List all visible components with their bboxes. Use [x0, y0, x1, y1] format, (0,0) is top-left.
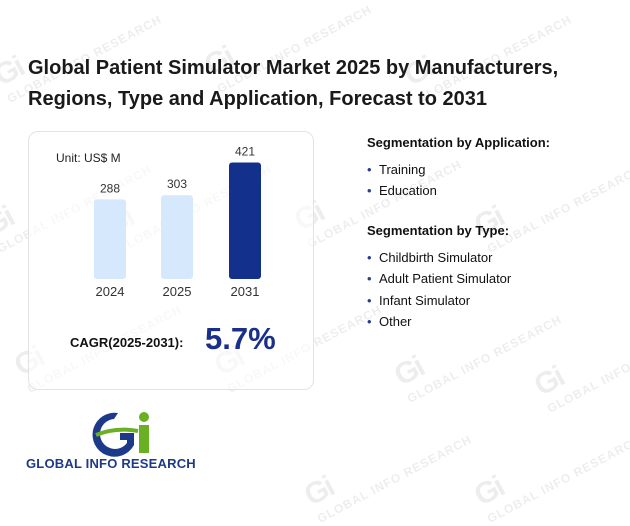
list-item: • Adult Patient Simulator	[367, 268, 511, 289]
bullet-icon: •	[367, 313, 372, 329]
list-item: • Other	[367, 311, 511, 332]
bar-chart: 288 2024 303 2025 421 2031	[94, 145, 261, 299]
x-tick-label-2031: 2031	[231, 284, 260, 299]
bullet-icon: •	[367, 292, 372, 308]
page-title: Global Patient Simulator Market 2025 by …	[28, 57, 559, 110]
bullet-icon: •	[367, 162, 372, 177]
bullet-icon: •	[367, 183, 372, 199]
chart-card: Unit: US$ M 288 2024 303 2025 421 2031 CAGR(2…	[28, 131, 314, 390]
bullet-icon: •	[367, 250, 372, 265]
x-tick-label-2025: 2025	[163, 284, 192, 299]
type-segment-list: • Childbirth Simulator • Adult Patient Sim…	[367, 247, 511, 332]
unit-label: Unit: US$ M	[56, 151, 121, 165]
list-item: • Infant Simulator	[367, 290, 511, 311]
bar-2025	[161, 195, 193, 279]
bar-2031	[229, 162, 261, 279]
type-segment-title: Segmentation by Type:	[367, 223, 510, 238]
company-logo	[92, 412, 149, 457]
application-segment-title: Segmentation by Application:	[367, 135, 550, 150]
bullet-icon: •	[367, 271, 372, 287]
data-label-2024: 288	[100, 181, 120, 195]
list-item: • Education	[367, 180, 437, 201]
cagr-label: CAGR(2025-2031):	[70, 335, 184, 350]
bar-2024	[94, 199, 126, 279]
logo-text: GLOBAL INFO RESEARCH	[26, 456, 196, 471]
list-item: • Childbirth Simulator	[367, 247, 511, 268]
data-label-2025: 303	[167, 177, 187, 191]
application-segment-list: • Training • Education	[367, 159, 437, 202]
cagr-value: 5.7%	[205, 321, 276, 356]
x-tick-label-2024: 2024	[96, 284, 125, 299]
list-item: • Training	[367, 159, 437, 180]
data-label-2031: 421	[235, 145, 255, 159]
